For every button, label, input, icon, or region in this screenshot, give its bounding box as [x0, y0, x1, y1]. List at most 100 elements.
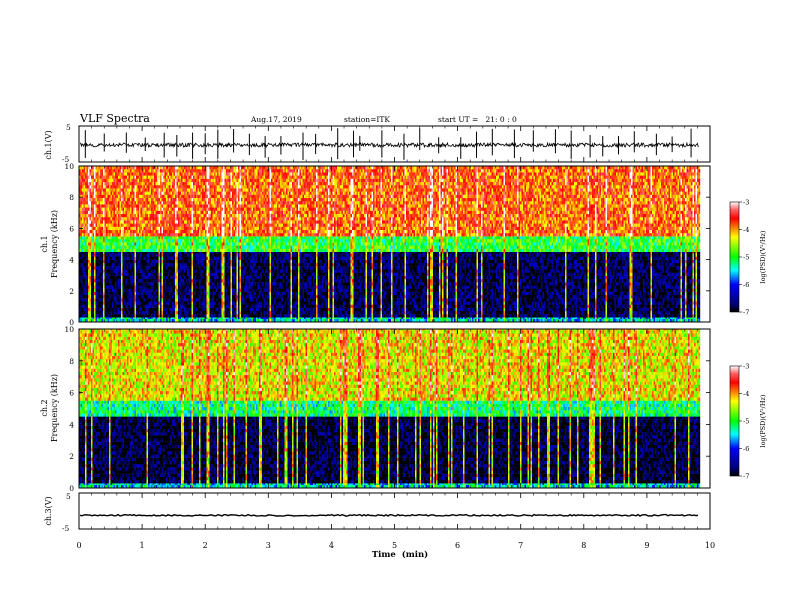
- ch1-spectrogram-cell: [126, 169, 128, 172]
- ch1-spectrogram-cell: [150, 311, 152, 314]
- ch1-spectrogram-cell: [132, 253, 134, 256]
- ch1-spectrogram-cell: [147, 260, 149, 263]
- ch1-spectrogram-cell: [129, 269, 131, 272]
- ch1-spectrogram-cell: [91, 245, 93, 248]
- ch1-spectrogram-cell: [117, 298, 119, 301]
- ch1-spectrogram-cell: [142, 298, 144, 301]
- ch1-spectrogram-cell: [100, 269, 102, 272]
- ch1-spectrogram-cell: [171, 253, 173, 256]
- ch1-spectrogram-cell: [165, 276, 167, 279]
- ch1-spectrogram-cell: [141, 305, 143, 308]
- ch1-spectrogram-cell: [124, 276, 126, 279]
- ch1-spectrogram-cell: [112, 295, 114, 298]
- ch1-spectrogram-cell: [151, 179, 153, 182]
- ch1-spectrogram-cell: [166, 257, 168, 260]
- ch1-spectrogram-cell: [144, 214, 146, 217]
- ch1-spectrogram-cell: [88, 188, 90, 191]
- ch1-spectrogram-cell: [157, 249, 159, 252]
- ch1-spectrogram-cell: [132, 301, 134, 304]
- ch1-spectrogram-cell: [106, 207, 108, 210]
- ch1-spectrogram-cell: [156, 285, 158, 288]
- ch1-spectrogram-cell: [186, 263, 188, 266]
- ch1-spectrogram-cell: [175, 179, 177, 182]
- ch1-spectrogram-cell: [127, 169, 129, 172]
- ch1-spectrogram-cell: [162, 227, 164, 230]
- ch1-spectrogram-cell: [138, 279, 140, 282]
- ch1-spectrogram-cell: [85, 185, 87, 188]
- ch1-spectrogram-cell: [147, 207, 149, 210]
- ch1-spectrogram-cell: [129, 175, 131, 178]
- ch1-spectrogram-cell: [184, 301, 186, 304]
- ch1-spectrogram-cell: [181, 195, 183, 198]
- ch1-spectrogram-cell: [118, 175, 120, 178]
- ch1-spectrogram-cell: [85, 204, 87, 207]
- ch1-spectrogram-cell: [175, 223, 177, 226]
- ch1-spectrogram-cell: [135, 276, 137, 279]
- ch1-spectrogram-cell: [133, 214, 135, 217]
- ch1-spectrogram-cell: [153, 308, 155, 311]
- ch1-spectrogram-cell: [163, 314, 165, 317]
- ch1-spectrogram-cell: [151, 175, 153, 178]
- ch1-spectrogram-cell: [88, 204, 90, 207]
- ch1-spectrogram-cell: [126, 276, 128, 279]
- ch1-spectrogram-cell: [169, 301, 171, 304]
- ch1-spectrogram-cell: [136, 292, 138, 295]
- ch1-spectrogram-cell: [181, 295, 183, 298]
- ch1-spectrogram-cell: [156, 185, 158, 188]
- ch1-spectrogram-cell: [150, 195, 152, 198]
- ch1-spectrogram-cell: [144, 305, 146, 308]
- ch1-spectrogram-cell: [163, 217, 165, 220]
- ch1-spectrogram-cell: [178, 207, 180, 210]
- ch1-spectrogram-cell: [112, 301, 114, 304]
- ch1-spectrogram-cell: [184, 269, 186, 272]
- ch1-spectrogram-cell: [166, 175, 168, 178]
- ch1-spectrogram-cell: [84, 260, 86, 263]
- ch1-spectrogram-cell: [160, 169, 162, 172]
- ch1-spectrogram-cell: [165, 308, 167, 311]
- ch1-spectrogram-cell: [139, 204, 141, 207]
- ch1-spectrogram-cell: [94, 204, 96, 207]
- ch1-spectrogram-cell: [178, 201, 180, 204]
- ch1-spectrogram-cell: [180, 201, 182, 204]
- ch1-spectrogram-cell: [186, 201, 188, 204]
- ch1-spectrogram-cell: [132, 233, 134, 236]
- ch1-spectrogram-cell: [184, 257, 186, 260]
- ch1-spectrogram-cell: [84, 179, 86, 182]
- ch1-spectrogram-cell: [160, 298, 162, 301]
- ch1-spectrogram-cell: [123, 252, 125, 254]
- ch1-spectrogram-cell: [150, 308, 152, 311]
- ch1-spectrogram-cell: [97, 230, 99, 233]
- ch1-spectrogram-cell: [105, 276, 107, 279]
- ch1-spectrogram-cell: [135, 172, 137, 175]
- ch1-spectrogram-cell: [153, 298, 155, 301]
- ch1-spectrogram-cell: [162, 253, 164, 256]
- ch1-spectrogram-cell: [124, 169, 126, 172]
- ch1-spectrogram-cell: [145, 260, 147, 263]
- ch1-spectrogram-cell: [123, 314, 125, 317]
- ch1-spectrogram-cell: [135, 233, 137, 236]
- ch1-spectrogram-cell: [123, 169, 125, 172]
- ch1-spectrogram-cell: [135, 305, 137, 308]
- ch1-spectrogram-cell: [99, 191, 101, 194]
- ch1-spectrogram-cell: [112, 260, 114, 263]
- ch1-spectrogram-cell: [154, 317, 156, 319]
- ch1-spectrogram-cell: [106, 252, 108, 254]
- ch1-spectrogram-cell: [82, 217, 84, 220]
- ch1-spectrogram-cell: [174, 191, 176, 194]
- ch1-spectrogram-cell: [181, 308, 183, 311]
- ch1-spectrogram-cell: [154, 169, 156, 172]
- ch1-spectrogram-cell: [94, 289, 96, 292]
- ch1-spectrogram-cell: [148, 201, 150, 204]
- ch1-spectrogram-cell: [124, 236, 126, 239]
- ch1-spectrogram-cell: [186, 175, 188, 178]
- ch1-spectrogram-cell: [103, 305, 105, 308]
- ch1-spectrogram-cell: [160, 276, 162, 279]
- ch1-spectrogram-cell: [141, 308, 143, 311]
- ch1-spectrogram-cell: [124, 217, 126, 220]
- ch1-spectrogram-cell: [186, 260, 188, 263]
- ch1-spectrogram-cell: [94, 308, 96, 311]
- ch1-spectrogram-cell: [160, 227, 162, 230]
- ch1-spectrogram-cell: [172, 317, 174, 319]
- ch1-spectrogram-cell: [81, 239, 83, 242]
- ch1-spectrogram-cell: [109, 242, 111, 245]
